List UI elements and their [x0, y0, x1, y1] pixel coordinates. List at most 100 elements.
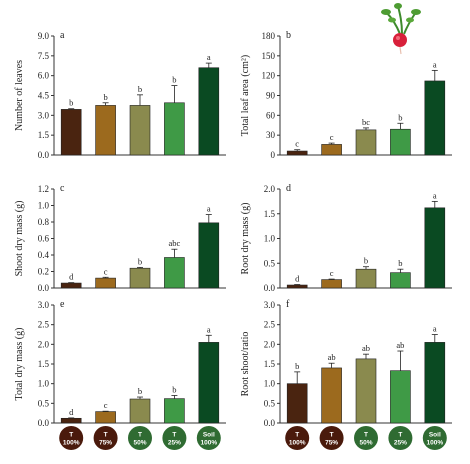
treatment-top-label: T [295, 432, 299, 439]
significance-letter: b [295, 361, 299, 371]
treatment-top-label: T [69, 432, 73, 439]
y-tick-label: 120 [262, 71, 276, 81]
treatment-badge: T50% [128, 426, 152, 450]
bar [286, 284, 308, 289]
bar [164, 102, 185, 156]
treatment-top-label: Soil [429, 432, 441, 439]
y-tick-label: 3.0 [38, 110, 50, 120]
panel-f: 0.0 0.5 1.0 1.5 2.0 2.5 3.0 f Root shoot/ratio b T… [240, 299, 452, 450]
y-tick-label: 60 [266, 110, 276, 120]
y-tick-label: 0.5 [38, 398, 50, 408]
treatment-circle [93, 426, 118, 450]
bar [321, 279, 342, 289]
significance-letter: b [172, 75, 176, 85]
y-tick-label: 3.0 [38, 300, 50, 310]
panel-label: d [286, 183, 291, 194]
y-tick-label: 2.0 [38, 339, 50, 349]
significance-letter: c [104, 266, 108, 276]
bar [355, 129, 377, 156]
bar [390, 370, 411, 424]
y-tick-label: 0.0 [264, 418, 276, 428]
treatment-circle [196, 426, 221, 450]
y-tick-label: 7.5 [38, 51, 50, 61]
bar [60, 282, 82, 289]
significance-letter: c [104, 400, 108, 410]
treatment-bottom-label: 100% [426, 440, 443, 447]
significance-letter: b [103, 92, 107, 102]
significance-letter: b [69, 98, 73, 108]
y-tick-label: 1.0 [38, 379, 50, 389]
bar [286, 150, 308, 156]
bar [355, 358, 377, 424]
y-tick-label: 1.0 [38, 201, 50, 211]
panel-label: f [286, 299, 290, 310]
y-axis-label: Total dry mass (g) [14, 328, 25, 401]
bar [164, 398, 185, 424]
y-tick-label: 9.0 [38, 31, 50, 41]
y-tick-label: 0.0 [38, 283, 50, 293]
y-tick-label: 4.5 [38, 91, 50, 101]
significance-letter: ab [328, 352, 336, 362]
y-tick-label: 2.5 [38, 320, 50, 330]
bar [164, 257, 185, 289]
panel-a: 0.0 1.5 3.0 4.5 6.0 7.5 9.0 a Number of leaves b b… [14, 30, 226, 160]
significance-letter: c [295, 139, 299, 149]
significance-letter: a [433, 324, 437, 334]
panel-b: 0 30 60 90 120 150 180 b Total leaf area (cm²) c c… [240, 30, 452, 160]
significance-letter: a [433, 59, 437, 69]
treatment-bottom-label: 100% [289, 440, 306, 447]
significance-letter: b [398, 258, 402, 268]
bar [95, 411, 116, 424]
significance-letter: b [172, 384, 176, 394]
significance-letter: ab [362, 343, 370, 353]
treatment-circle [285, 426, 310, 450]
y-tick-label: 1.5 [38, 130, 50, 140]
treatment-bottom-label: 50% [359, 440, 372, 447]
y-axis-label: Number of leaves [14, 60, 25, 131]
significance-letter: d [69, 272, 74, 282]
y-tick-label: 150 [262, 51, 276, 61]
treatment-circle [162, 426, 187, 450]
y-tick-label: 1.5 [264, 209, 276, 219]
y-tick-label: 1.0 [264, 234, 276, 244]
treatment-circle [422, 426, 447, 450]
y-tick-label: 1.0 [264, 379, 276, 389]
treatment-bottom-label: 75% [99, 440, 112, 447]
significance-letter: b [138, 256, 142, 266]
y-tick-label: 1.2 [38, 184, 49, 194]
panel-label: e [60, 299, 65, 310]
y-tick-label: 2.0 [264, 339, 276, 349]
significance-letter: b [398, 112, 402, 122]
bar [198, 222, 220, 289]
bar [129, 267, 151, 289]
y-tick-label: 0 [271, 150, 276, 160]
significance-letter: a [207, 52, 211, 62]
treatment-badge: T75% [93, 426, 118, 450]
panel-label: c [60, 183, 65, 194]
treatment-bottom-label: 100% [63, 440, 80, 447]
bar [198, 342, 220, 424]
treatment-top-label: T [138, 432, 142, 439]
significance-letter: d [295, 274, 300, 284]
significance-letter: b [138, 84, 142, 94]
panel-label: b [286, 30, 291, 41]
treatment-bottom-label: 100% [200, 440, 217, 447]
y-tick-label: 0.2 [38, 267, 49, 277]
y-axis-label: Root shoot/ratio [240, 332, 251, 397]
treatment-circle [59, 426, 84, 450]
treatment-circle [388, 426, 413, 450]
bar [424, 207, 446, 289]
bar [390, 272, 411, 289]
radish-icon [381, 3, 421, 55]
significance-letter: a [207, 324, 211, 334]
y-tick-label: 0.4 [38, 250, 50, 260]
y-tick-label: 3.0 [264, 300, 276, 310]
treatment-circle [128, 426, 152, 450]
bar [424, 342, 446, 424]
bar [129, 398, 151, 424]
y-tick-label: 2.0 [264, 184, 276, 194]
y-tick-label: 0.5 [264, 258, 276, 268]
